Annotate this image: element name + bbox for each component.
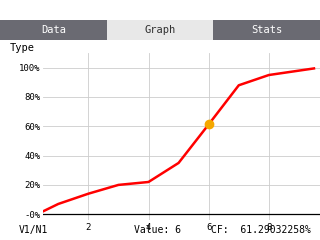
Text: |█: |█: [301, 5, 315, 15]
Text: rad: rad: [6, 5, 27, 15]
Bar: [0, 20, 107, 40]
Text: Stats: Stats: [251, 25, 282, 35]
Text: Type: Type: [10, 43, 35, 53]
Text: STATISTICS: STATISTICS: [123, 3, 197, 17]
Text: Data: Data: [41, 25, 66, 35]
Bar: [107, 20, 213, 40]
Bar: [213, 20, 320, 40]
Text: Value: 6: Value: 6: [134, 225, 181, 235]
Text: CF:  61.29032258%: CF: 61.29032258%: [211, 225, 311, 235]
Text: V1/N1: V1/N1: [19, 225, 49, 235]
Text: Graph: Graph: [144, 25, 176, 35]
